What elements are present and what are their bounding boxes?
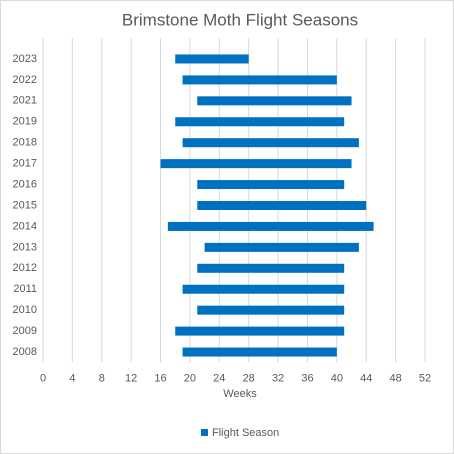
x-tick-label: 8 <box>99 372 105 384</box>
bar <box>175 326 345 336</box>
bar <box>197 263 345 273</box>
x-tick-label: 48 <box>389 372 401 384</box>
y-tick-label: 2023 <box>13 53 37 65</box>
bar <box>182 347 337 357</box>
y-tick-label: 2011 <box>13 283 37 295</box>
y-tick-label: 2014 <box>13 220 37 232</box>
bar <box>182 284 345 294</box>
x-tick-label: 0 <box>40 372 46 384</box>
x-tick-label: 24 <box>213 372 225 384</box>
x-tick-label: 4 <box>69 372 75 384</box>
x-tick-label: 16 <box>154 372 166 384</box>
bar <box>160 159 352 169</box>
bar <box>182 75 337 85</box>
bar <box>197 96 352 106</box>
bar <box>182 138 359 148</box>
x-tick-label: 32 <box>272 372 284 384</box>
y-tick-label: 2022 <box>13 74 37 86</box>
y-tick-label: 2021 <box>13 95 37 107</box>
legend-label: Flight Season <box>212 427 279 439</box>
bar <box>175 54 249 64</box>
y-tick-label: 2019 <box>13 116 37 128</box>
y-tick-label: 2018 <box>13 137 37 149</box>
y-tick-label: 2017 <box>13 158 37 170</box>
bar <box>197 305 345 315</box>
x-tick-label: 36 <box>301 372 313 384</box>
x-tick-label: 52 <box>419 372 431 384</box>
bar <box>175 117 345 127</box>
x-tick-label: 12 <box>125 372 137 384</box>
x-tick-label: 20 <box>184 372 196 384</box>
bar <box>204 242 359 252</box>
y-tick-label: 2013 <box>13 241 37 253</box>
bar <box>167 221 374 231</box>
bar <box>197 180 345 190</box>
y-tick-label: 2008 <box>13 346 37 358</box>
x-tick-label: 44 <box>360 372 372 384</box>
x-tick-label: 28 <box>243 372 255 384</box>
legend-swatch <box>201 429 208 436</box>
y-tick-label: 2012 <box>13 262 37 274</box>
x-axis-label: Weeks <box>223 388 257 400</box>
y-tick-label: 2016 <box>13 178 37 190</box>
chart-title: Brimstone Moth Flight Seasons <box>122 10 358 29</box>
y-tick-label: 2015 <box>13 199 37 211</box>
x-tick-label: 40 <box>331 372 343 384</box>
y-tick-label: 2009 <box>13 325 37 337</box>
y-tick-label: 2010 <box>13 304 37 316</box>
bar <box>197 201 367 210</box>
